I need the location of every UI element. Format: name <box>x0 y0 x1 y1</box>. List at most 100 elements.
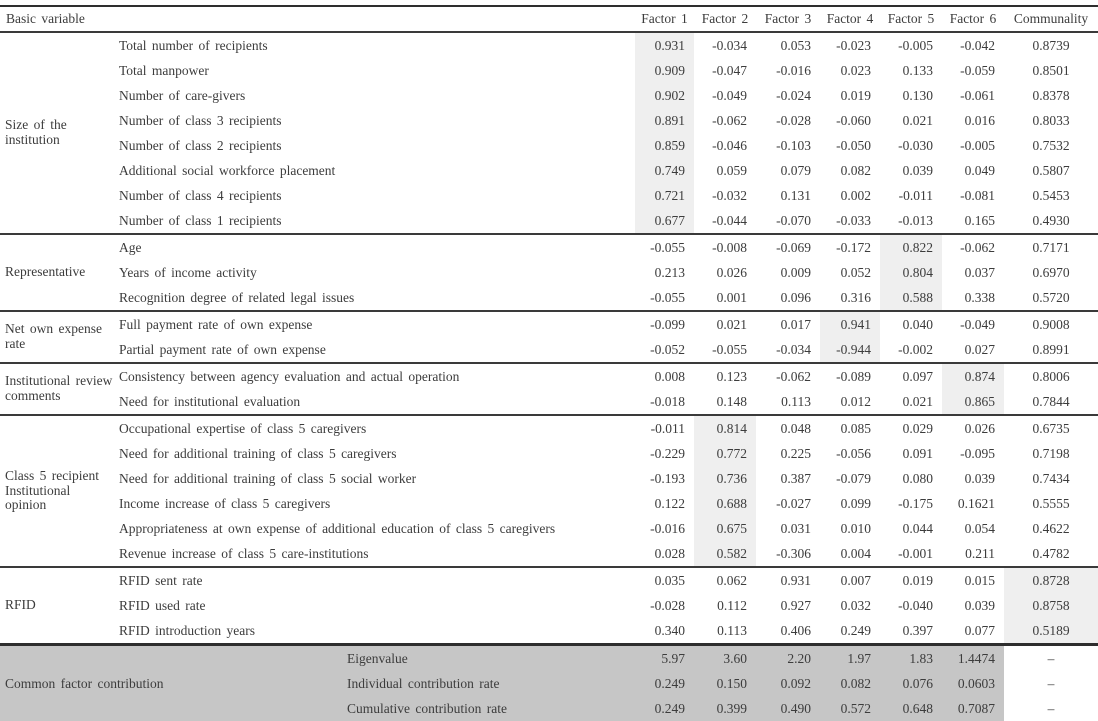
communality-value: 0.5189 <box>1004 618 1098 645</box>
table-row: Size of the institution Total number of r… <box>0 31 1098 234</box>
contribution-row: Common factor contribution Eigenvalue 5.97… <box>0 643 1098 721</box>
factor-4-value: 0.012 <box>840 393 871 409</box>
factor-1-value: 0.340 <box>654 622 685 638</box>
factor-5-value: 0.021 <box>902 393 933 409</box>
factor-3-value: 0.096 <box>780 289 811 305</box>
factor-5-value: 0.097 <box>880 362 942 389</box>
factor-1-value: 0.677 <box>635 208 694 234</box>
factor-1-value: -0.052 <box>650 341 685 357</box>
factor-2-value: 0.582 <box>694 541 756 567</box>
factor-4-value: -0.060 <box>836 112 871 128</box>
table-row: RFID used rate -0.028 0.112 0.927 0.032 -0.04… <box>0 593 1098 618</box>
factor-4-value: 0.099 <box>840 495 871 511</box>
factor-6-value: 0.211 <box>965 545 995 561</box>
factor-2-value: 0.814 <box>694 414 756 441</box>
contribution-factor-4-value: 1.97 <box>820 643 880 671</box>
communality-value: 0.6970 <box>1032 264 1070 280</box>
table-row: Revenue increase of class 5 care-institu… <box>0 541 1098 567</box>
factor-3-value: -0.306 <box>776 545 811 561</box>
factor-3-value: 0.131 <box>780 187 811 203</box>
factor-2-value: 0.148 <box>716 393 747 409</box>
factor-3-value: -0.062 <box>756 362 820 389</box>
variable-label: Additional social workforce placement <box>119 162 336 178</box>
communality-value: 0.8006 <box>1004 362 1098 389</box>
contribution-factor-6-value: 0.0603 <box>942 671 1004 696</box>
factor-analysis-table: Basic variable Factor 1 Factor 2 Factor … <box>0 5 1098 721</box>
header-communality: Communality <box>1004 6 1098 33</box>
factor-4-value: -0.089 <box>820 362 880 389</box>
factor-4-value: 0.052 <box>840 264 871 280</box>
factor-3-value: 0.225 <box>780 445 811 461</box>
factor-4-value: -0.056 <box>836 445 871 461</box>
factor-6-value: 0.865 <box>942 389 1004 415</box>
contribution-communality-value: – <box>1004 643 1098 671</box>
contribution-row-label: Eigenvalue <box>343 643 635 671</box>
factor-1-value: 0.909 <box>635 58 694 83</box>
factor-6-value: -0.062 <box>942 233 1004 260</box>
communality-value: 0.7171 <box>1004 233 1098 260</box>
factor-5-value: 0.091 <box>902 445 933 461</box>
factor-5-value: -0.002 <box>898 341 933 357</box>
variable-label: Revenue increase of class 5 care-institu… <box>119 545 369 561</box>
variable-label: RFID used rate <box>119 597 206 613</box>
table-row: Number of class 3 recipients 0.891 -0.062 -… <box>0 108 1098 133</box>
communality-value: 0.4782 <box>1032 545 1070 561</box>
communality-value: 0.8758 <box>1004 593 1098 618</box>
contribution-factor-3-value: 0.490 <box>756 696 820 721</box>
factor-5-value: 0.804 <box>880 260 942 285</box>
communality-value: 0.5555 <box>1032 495 1070 511</box>
factor-2-value: 0.113 <box>717 622 747 638</box>
table-row: Need for institutional evaluation -0.018 0… <box>0 389 1098 415</box>
table-row: Institutional review comments Consistency… <box>0 362 1098 415</box>
group-label: Representative <box>0 233 115 311</box>
factor-1-value: 0.721 <box>635 183 694 208</box>
group-label: RFID <box>0 566 115 645</box>
factor-6-value: 0.026 <box>942 414 1004 441</box>
factor-5-value: 0.044 <box>902 520 933 536</box>
factor-4-value: 0.082 <box>840 162 871 178</box>
factor-1-value: 0.028 <box>654 545 685 561</box>
factor-1-value: 0.008 <box>635 362 694 389</box>
factor-1-value: -0.055 <box>650 289 685 305</box>
table-body: Size of the institution Total number of r… <box>0 31 1098 721</box>
factor-1-value: 0.931 <box>635 31 694 58</box>
contribution-factor-5-value: 0.076 <box>880 671 942 696</box>
variable-label: Occupational expertise of class 5 caregi… <box>115 414 635 441</box>
header-factor-5: Factor 5 <box>880 6 942 33</box>
communality-value: 0.5807 <box>1032 162 1070 178</box>
factor-1-value: -0.229 <box>650 445 685 461</box>
factor-6-value: 0.049 <box>964 162 995 178</box>
factor-4-value: -0.023 <box>820 31 880 58</box>
factor-2-value: 0.675 <box>694 516 756 541</box>
factor-3-value: 0.053 <box>756 31 820 58</box>
contribution-factor-6-value: 0.7087 <box>942 696 1004 721</box>
factor-5-value: -0.175 <box>898 495 933 511</box>
factor-2-value: 0.112 <box>717 597 747 613</box>
variable-label: Number of class 1 recipients <box>119 212 282 228</box>
factor-5-value: -0.005 <box>880 31 942 58</box>
contribution-factor-1-value: 5.97 <box>635 643 694 671</box>
factor-1-value: -0.011 <box>635 414 694 441</box>
factor-4-value: -0.944 <box>820 337 880 363</box>
factor-1-value: 0.859 <box>635 133 694 158</box>
factor-4-value: 0.004 <box>840 545 871 561</box>
factor-5-value: 0.080 <box>902 470 933 486</box>
factor-2-value: 0.772 <box>694 441 756 466</box>
contribution-factor-5-value: 1.83 <box>880 643 942 671</box>
factor-6-value: -0.005 <box>960 137 995 153</box>
contribution-row: Individual contribution rate 0.249 0.150 0.… <box>0 671 1098 696</box>
factor-3-value: -0.024 <box>776 87 811 103</box>
communality-value: 0.5453 <box>1032 187 1070 203</box>
factor-2-value: 0.059 <box>716 162 747 178</box>
table-row: RFID RFID sent rate 0.035 0.062 0.931 0.007 0.… <box>0 566 1098 645</box>
table-row: Representative Age -0.055 -0.008 -0.069 -0.17… <box>0 233 1098 311</box>
table-row: Number of class 4 recipients 0.721 -0.032 0… <box>0 183 1098 208</box>
variable-label: Partial payment rate of own expense <box>119 341 326 357</box>
contribution-factor-4-value: 0.572 <box>820 696 880 721</box>
factor-5-value: 0.029 <box>880 414 942 441</box>
table-row: Partial payment rate of own expense -0.05… <box>0 337 1098 363</box>
factor-5-value: 0.822 <box>880 233 942 260</box>
factor-2-value: -0.032 <box>712 187 747 203</box>
table-row: Class 5 recipient Institutional opinion O… <box>0 414 1098 567</box>
variable-label: Number of class 2 recipients <box>119 137 282 153</box>
